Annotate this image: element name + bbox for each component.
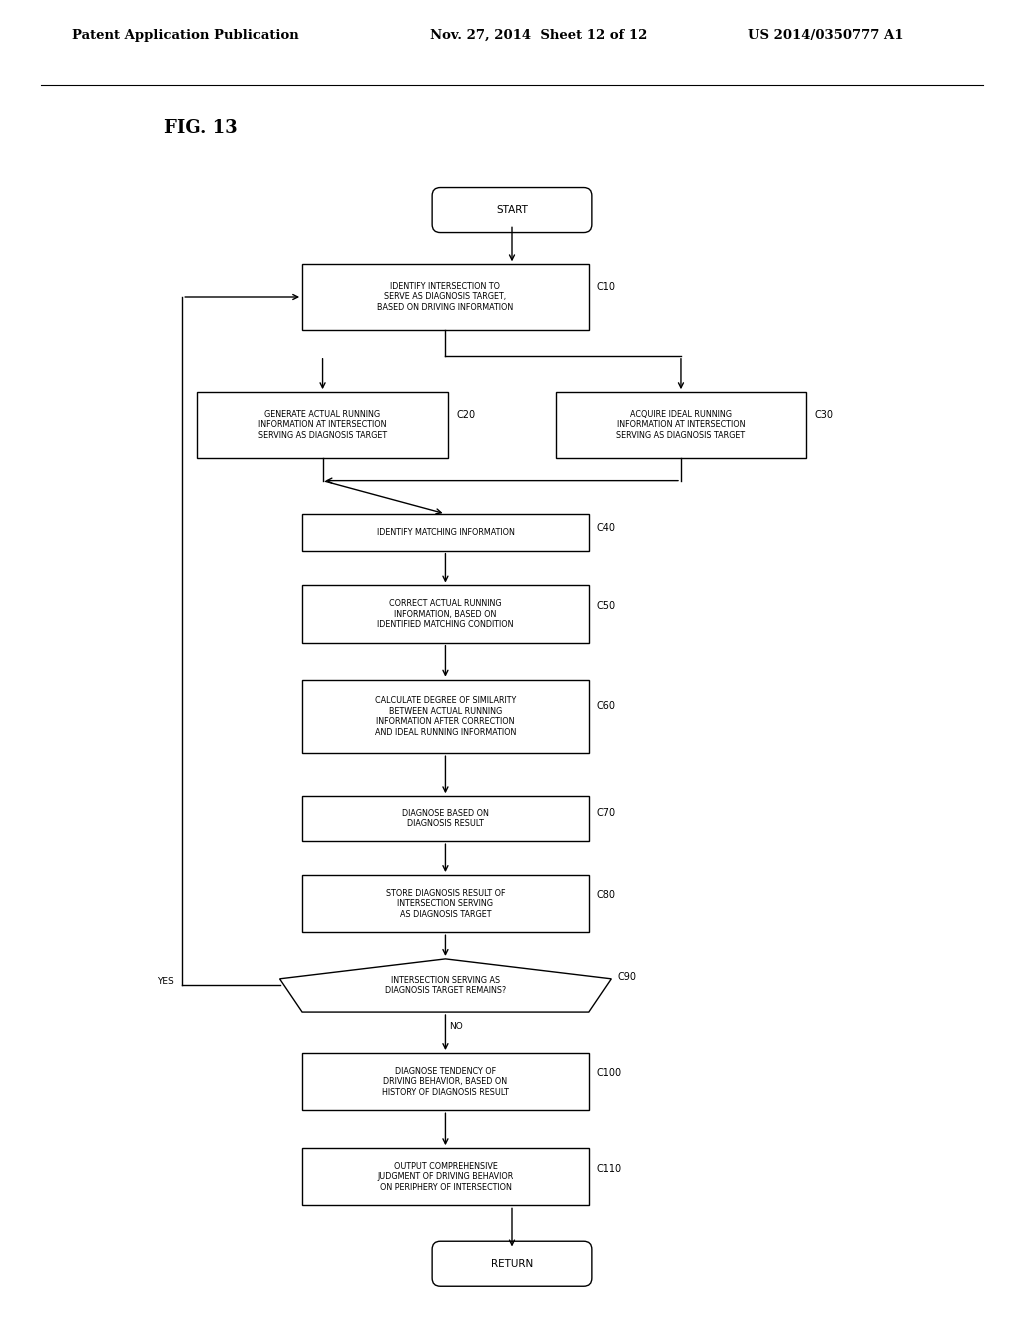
Bar	[302, 1053, 589, 1110]
Text: C10: C10	[597, 281, 616, 292]
Bar	[302, 875, 589, 932]
Text: C110: C110	[597, 1164, 623, 1173]
FancyBboxPatch shape	[432, 1241, 592, 1286]
Text: C90: C90	[617, 973, 637, 982]
Text: RETURN: RETURN	[490, 1259, 534, 1269]
Text: NO: NO	[449, 1022, 463, 1031]
Text: C40: C40	[597, 523, 616, 533]
Text: C100: C100	[597, 1068, 623, 1078]
Text: CORRECT ACTUAL RUNNING
INFORMATION, BASED ON
IDENTIFIED MATCHING CONDITION: CORRECT ACTUAL RUNNING INFORMATION, BASE…	[377, 599, 514, 630]
FancyBboxPatch shape	[432, 187, 592, 232]
Text: IDENTIFY INTERSECTION TO
SERVE AS DIAGNOSIS TARGET,
BASED ON DRIVING INFORMATION: IDENTIFY INTERSECTION TO SERVE AS DIAGNO…	[377, 282, 514, 312]
Text: C20: C20	[457, 409, 475, 420]
Bar	[302, 513, 589, 550]
Text: INTERSECTION SERVING AS
DIAGNOSIS TARGET REMAINS?: INTERSECTION SERVING AS DIAGNOSIS TARGET…	[385, 975, 506, 995]
Bar	[302, 264, 589, 330]
Text: IDENTIFY MATCHING INFORMATION: IDENTIFY MATCHING INFORMATION	[377, 528, 514, 537]
Text: C70: C70	[597, 808, 616, 817]
Text: GENERATE ACTUAL RUNNING
INFORMATION AT INTERSECTION
SERVING AS DIAGNOSIS TARGET: GENERATE ACTUAL RUNNING INFORMATION AT I…	[258, 411, 387, 440]
Text: ACQUIRE IDEAL RUNNING
INFORMATION AT INTERSECTION
SERVING AS DIAGNOSIS TARGET: ACQUIRE IDEAL RUNNING INFORMATION AT INT…	[616, 411, 745, 440]
Text: STORE DIAGNOSIS RESULT OF
INTERSECTION SERVING
AS DIAGNOSIS TARGET: STORE DIAGNOSIS RESULT OF INTERSECTION S…	[386, 888, 505, 919]
Text: DIAGNOSE TENDENCY OF
DRIVING BEHAVIOR, BASED ON
HISTORY OF DIAGNOSIS RESULT: DIAGNOSE TENDENCY OF DRIVING BEHAVIOR, B…	[382, 1067, 509, 1097]
Text: Nov. 27, 2014  Sheet 12 of 12: Nov. 27, 2014 Sheet 12 of 12	[430, 29, 647, 42]
Text: Patent Application Publication: Patent Application Publication	[72, 29, 298, 42]
Text: YES: YES	[158, 977, 174, 986]
Bar	[302, 796, 589, 841]
Bar	[302, 680, 589, 754]
Bar	[197, 392, 449, 458]
Text: C80: C80	[597, 891, 616, 900]
Text: START: START	[496, 205, 528, 215]
Text: FIG. 13: FIG. 13	[164, 119, 238, 137]
Text: OUTPUT COMPREHENSIVE
JUDGMENT OF DRIVING BEHAVIOR
ON PERIPHERY OF INTERSECTION: OUTPUT COMPREHENSIVE JUDGMENT OF DRIVING…	[377, 1162, 514, 1192]
Text: DIAGNOSE BASED ON
DIAGNOSIS RESULT: DIAGNOSE BASED ON DIAGNOSIS RESULT	[402, 809, 488, 829]
Text: CALCULATE DEGREE OF SIMILARITY
BETWEEN ACTUAL RUNNING
INFORMATION AFTER CORRECTI: CALCULATE DEGREE OF SIMILARITY BETWEEN A…	[375, 697, 516, 737]
Bar	[302, 1148, 589, 1205]
Polygon shape	[280, 958, 611, 1012]
Text: C30: C30	[815, 409, 834, 420]
Text: C60: C60	[597, 701, 616, 711]
Bar	[555, 392, 807, 458]
Bar	[302, 586, 589, 643]
Text: US 2014/0350777 A1: US 2014/0350777 A1	[748, 29, 903, 42]
Text: C50: C50	[597, 601, 616, 611]
